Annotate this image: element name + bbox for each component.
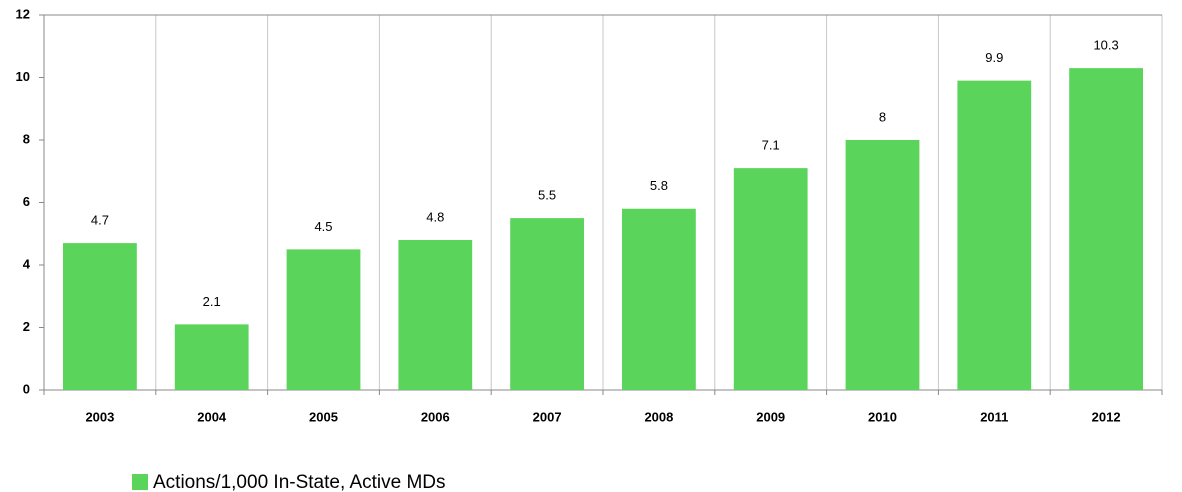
data-label: 8	[879, 109, 886, 124]
y-tick-label: 4	[23, 256, 31, 271]
x-tick-label: 2009	[756, 409, 785, 424]
x-tick-label: 2006	[421, 409, 450, 424]
data-label: 2.1	[203, 294, 221, 309]
data-label: 4.5	[314, 219, 332, 234]
bar	[286, 249, 361, 390]
bar	[733, 168, 808, 390]
bar	[845, 140, 920, 390]
legend-swatch	[132, 474, 148, 490]
data-label: 4.8	[426, 209, 444, 224]
x-tick-label: 2010	[868, 409, 897, 424]
data-label: 4.7	[91, 213, 109, 228]
x-tick-label: 2004	[197, 409, 227, 424]
x-tick-label: 2012	[1092, 409, 1121, 424]
data-label: 5.8	[650, 178, 668, 193]
x-tick-label: 2007	[533, 409, 562, 424]
data-label: 9.9	[985, 50, 1003, 65]
bar	[1069, 68, 1143, 390]
x-tick-label: 2005	[309, 409, 338, 424]
bar	[957, 80, 1032, 390]
bar	[622, 208, 696, 390]
bar	[174, 324, 249, 390]
legend-label: Actions/1,000 In-State, Active MDs	[153, 472, 446, 492]
y-tick-label: 10	[16, 69, 30, 84]
bar	[510, 218, 584, 390]
x-tick-label: 2008	[644, 409, 673, 424]
y-tick-label: 6	[23, 194, 30, 209]
y-tick-label: 2	[23, 319, 30, 334]
bar	[63, 243, 137, 390]
x-tick-label: 2003	[85, 409, 114, 424]
data-label: 5.5	[538, 188, 556, 203]
data-label: 7.1	[762, 138, 780, 153]
y-tick-label: 0	[23, 381, 30, 396]
data-label: 10.3	[1093, 38, 1118, 53]
y-tick-label: 12	[16, 6, 30, 21]
x-tick-label: 2011	[980, 409, 1008, 424]
bar	[398, 240, 473, 390]
y-tick-label: 8	[23, 131, 30, 146]
